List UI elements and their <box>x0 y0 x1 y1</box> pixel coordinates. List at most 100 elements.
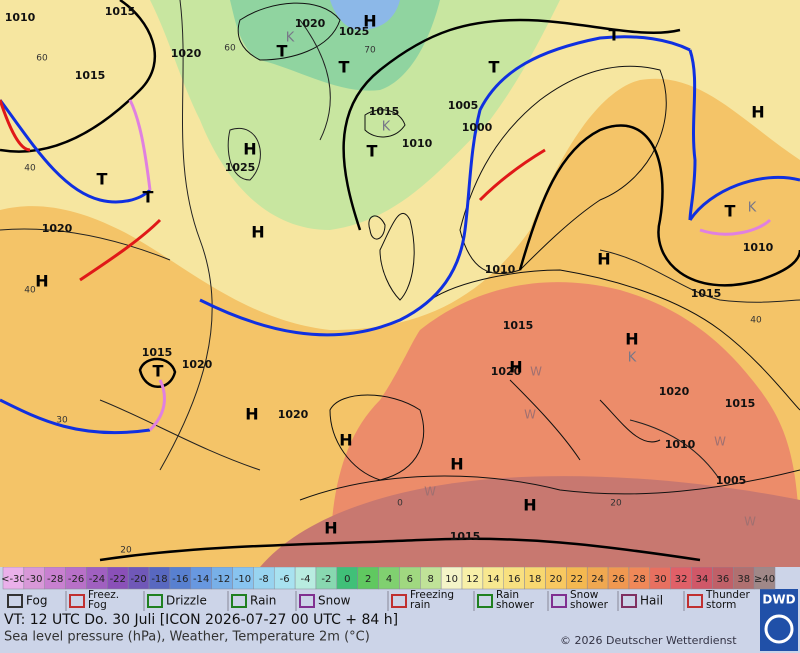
colorbar-label: ≥40 <box>754 574 775 585</box>
colorbar-label: 22 <box>570 574 583 585</box>
system-label: W <box>524 408 536 422</box>
system-label: T <box>277 42 288 61</box>
isotherm-label: 20 <box>610 499 622 509</box>
colorbar-label: -6 <box>280 574 290 585</box>
pressure-label: 1010 <box>485 263 516 276</box>
isotherm-label: 20 <box>120 546 132 556</box>
colorbar-label: 20 <box>550 574 563 585</box>
logo-text: DWD <box>762 593 795 607</box>
legend-icon <box>391 594 407 608</box>
colorbar-label: 38 <box>737 574 750 585</box>
pressure-label: 1010 <box>402 137 433 150</box>
pressure-label: 1015 <box>691 287 722 300</box>
isotherm-label: 60 <box>36 54 48 64</box>
legend-icon <box>687 594 703 608</box>
pressure-label: 1020 <box>659 385 690 398</box>
copyright: © 2026 Deutscher Wetterdienst <box>560 634 737 647</box>
colorbar-label: 34 <box>696 574 709 585</box>
legend-label: Thunder <box>705 589 751 601</box>
isotherm-label: 40 <box>750 316 762 326</box>
very-hot-area <box>260 476 800 567</box>
colorbar-label: 8 <box>428 574 434 585</box>
pressure-label: 1020 <box>295 17 326 30</box>
system-label: H <box>625 330 638 349</box>
cold-area <box>230 0 440 91</box>
system-label: H <box>35 272 48 291</box>
colorbar-label: -24 <box>89 574 105 585</box>
system-label: W <box>424 485 436 499</box>
legend-label: Fog <box>26 594 47 608</box>
system-label: T <box>725 202 736 221</box>
system-label: T <box>97 170 108 189</box>
colorbar-label: 2 <box>365 574 371 585</box>
pressure-labels: 1015 1010 1020 1025 1020 1015 1015 1005 … <box>5 5 774 543</box>
system-label: H <box>251 223 264 242</box>
legend-label: Fog <box>88 599 107 611</box>
legend-label: Drizzle <box>166 594 207 608</box>
pressure-label: 1015 <box>725 397 756 410</box>
colorbar-label: 36 <box>716 574 729 585</box>
legend-label: Hail <box>640 594 663 608</box>
cool-area <box>150 0 560 230</box>
colorbar-label: -30 <box>26 574 42 585</box>
colorbar-label: -4 <box>301 574 311 585</box>
legend-icon <box>231 594 247 608</box>
legend-panel: VT: 12 UTC Do. 30 Juli [ICON 2026-07-27 … <box>0 567 800 653</box>
system-label: T <box>489 58 500 77</box>
system-label: K <box>748 201 757 216</box>
legend-label: Snow <box>318 594 351 608</box>
pressure-label: 1010 <box>5 11 36 24</box>
pressure-label: 1015 <box>105 5 136 18</box>
legend-label: rain <box>410 599 430 611</box>
legend-icon <box>7 594 23 608</box>
colorbar-label: -20 <box>130 574 146 585</box>
pressure-label: 1010 <box>743 241 774 254</box>
system-label: K <box>382 120 391 135</box>
system-label: K <box>286 31 295 46</box>
legend-label: Rain <box>250 594 276 608</box>
colorbar-label: 32 <box>675 574 688 585</box>
system-label: T <box>143 188 154 207</box>
pressure-label: 1020 <box>42 222 73 235</box>
system-label: W <box>744 515 756 529</box>
legend-label: shower <box>570 599 609 611</box>
pressure-label: 1015 <box>369 105 400 118</box>
system-label: H <box>363 12 376 31</box>
system-labels: H T T H T T H H T K T T H H T K H K T H … <box>35 12 764 538</box>
legend-icon <box>621 594 637 608</box>
coastlines <box>237 2 800 501</box>
pressure-label: 1020 <box>171 47 202 60</box>
system-label: W <box>530 365 542 379</box>
colorbar-label: <-30 <box>1 574 26 585</box>
isobars-thin <box>0 0 800 481</box>
isotherm-labels: 40 40 30 20 60 60 70 40 20 0 <box>24 44 762 556</box>
system-label: T <box>153 362 164 381</box>
colorbar-label: 24 <box>591 574 604 585</box>
colorbar-label: 28 <box>633 574 646 585</box>
isotherm-label: 70 <box>364 46 376 56</box>
pressure-label: 1020 <box>278 408 309 421</box>
pressure-label: 1020 <box>182 358 213 371</box>
legend-label: shower <box>496 599 535 611</box>
system-label: H <box>339 431 352 450</box>
isotherm-label: 40 <box>24 164 36 174</box>
colorbar-label: -10 <box>235 574 251 585</box>
pressure-label: 1025 <box>225 161 256 174</box>
colorbar-label: 6 <box>407 574 413 585</box>
pressure-label: 1025 <box>339 25 370 38</box>
colorbar-label: 0 <box>344 574 350 585</box>
legend-icon <box>551 594 567 608</box>
system-label: H <box>450 455 463 474</box>
legend-label: storm <box>706 599 736 611</box>
system-label: H <box>751 103 764 122</box>
colorbar-label: -14 <box>193 574 209 585</box>
pressure-label: 1015 <box>503 319 534 332</box>
isotherm-label: 30 <box>56 416 68 426</box>
system-label: H <box>243 140 256 159</box>
colorbar-label: 18 <box>529 574 542 585</box>
colorbar-label: 10 <box>445 574 458 585</box>
system-label: H <box>245 405 258 424</box>
isotherm-label: 40 <box>24 286 36 296</box>
colorbar-label: -18 <box>151 574 167 585</box>
legend-icon <box>69 594 85 608</box>
